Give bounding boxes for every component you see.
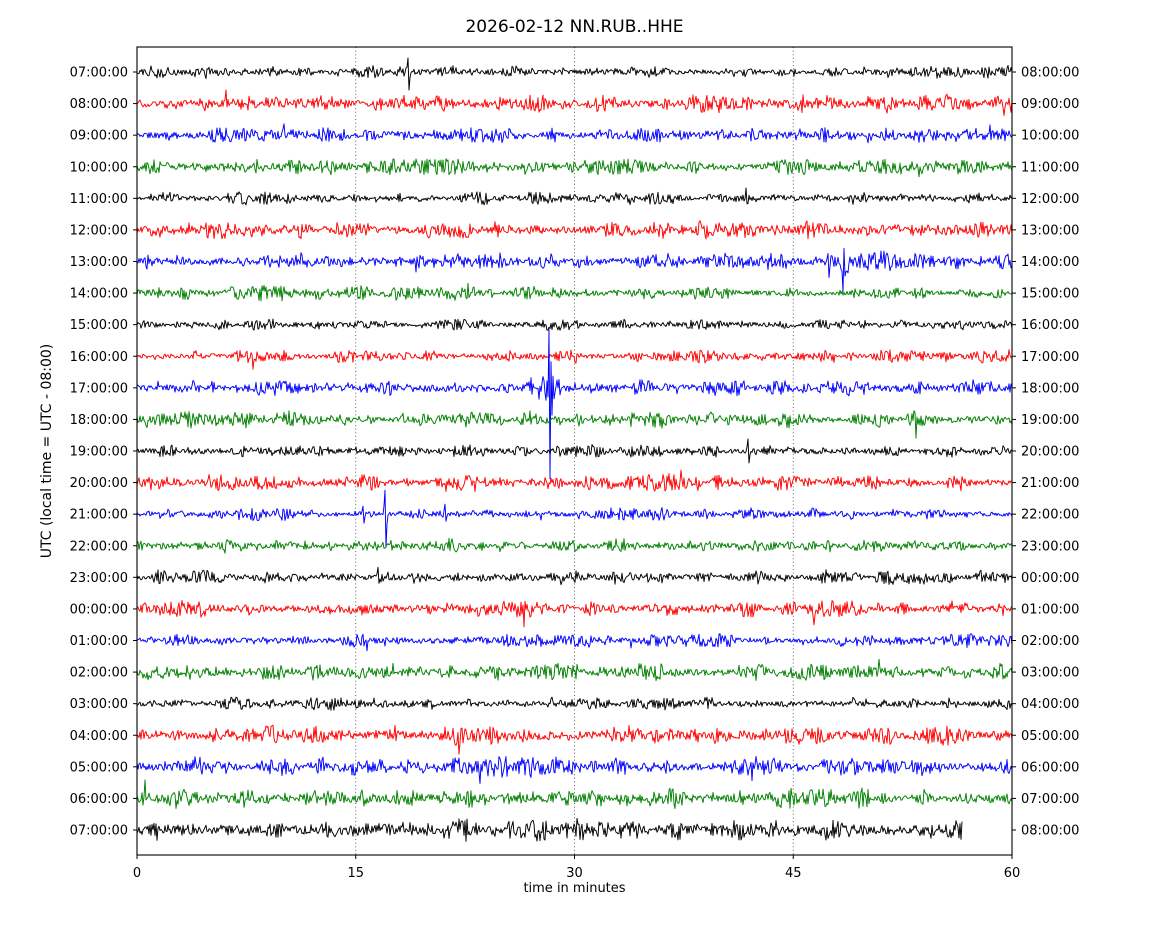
y-tick-label-utc-19: 02:00:00: [70, 666, 128, 681]
trace-row-070000: [136, 57, 1013, 91]
trace-row-000000: [136, 600, 1013, 628]
y-tick-label-utc-16: 23:00:00: [70, 571, 128, 586]
y-tick-label-local-12: 20:00:00: [1021, 445, 1079, 460]
y-tick-label-utc-10: 17:00:00: [70, 381, 128, 396]
trace-row-160000: [136, 349, 1013, 370]
trace-row-020000: [136, 658, 1013, 682]
trace-row-010000: [136, 633, 1013, 652]
trace-row-130000: [136, 247, 1013, 292]
x-tick-label-30: 30: [566, 866, 583, 881]
y-tick-label-local-13: 21:00:00: [1021, 476, 1079, 491]
y-tick-label-utc-0: 07:00:00: [70, 66, 128, 81]
y-tick-label-local-14: 22:00:00: [1021, 508, 1079, 523]
y-tick-label-utc-18: 01:00:00: [70, 634, 128, 649]
y-tick-label-local-9: 17:00:00: [1021, 350, 1079, 365]
y-tick-label-local-10: 18:00:00: [1021, 381, 1079, 396]
y-tick-label-local-20: 04:00:00: [1021, 697, 1079, 712]
y-tick-label-local-1: 09:00:00: [1021, 97, 1079, 112]
trace-row-230000: [136, 566, 1013, 586]
y-tick-label-local-18: 02:00:00: [1021, 634, 1079, 649]
y-tick-label-utc-4: 11:00:00: [70, 192, 128, 207]
trace-row-220000: [136, 537, 1013, 554]
y-tick-label-local-19: 03:00:00: [1021, 666, 1079, 681]
y-tick-label-local-24: 08:00:00: [1021, 824, 1079, 839]
y-tick-label-utc-15: 22:00:00: [70, 539, 128, 554]
y-tick-label-utc-11: 18:00:00: [70, 413, 128, 428]
y-tick-label-local-3: 11:00:00: [1021, 160, 1079, 175]
y-tick-label-local-11: 19:00:00: [1021, 413, 1079, 428]
y-tick-label-utc-21: 04:00:00: [70, 729, 128, 744]
y-tick-label-utc-22: 05:00:00: [70, 760, 128, 775]
y-tick-label-utc-24: 07:00:00: [70, 824, 128, 839]
y-tick-label-local-17: 01:00:00: [1021, 602, 1079, 617]
trace-row-080000: [136, 89, 1013, 116]
trace-row-140000: [136, 282, 1013, 302]
y-tick-label-utc-13: 20:00:00: [70, 476, 128, 491]
y-tick-label-local-16: 00:00:00: [1021, 571, 1079, 586]
trace-row-150000: [136, 318, 1013, 331]
x-tick-label-0: 0: [133, 866, 141, 881]
trace-row-090000: [136, 123, 1013, 144]
y-tick-label-utc-20: 03:00:00: [70, 697, 128, 712]
y-tick-label-utc-5: 12:00:00: [70, 223, 128, 238]
x-tick-label-60: 60: [1004, 866, 1021, 881]
x-tick-label-45: 45: [785, 866, 802, 881]
y-tick-label-utc-1: 08:00:00: [70, 97, 128, 112]
trace-row-170000: [136, 329, 1013, 480]
y-tick-label-utc-12: 19:00:00: [70, 445, 128, 460]
y-tick-label-utc-7: 14:00:00: [70, 287, 128, 302]
y-tick-label-local-2: 10:00:00: [1021, 129, 1079, 144]
y-tick-label-local-8: 16:00:00: [1021, 318, 1079, 333]
y-tick-label-local-23: 07:00:00: [1021, 792, 1079, 807]
y-tick-label-local-4: 12:00:00: [1021, 192, 1079, 207]
y-tick-label-utc-3: 10:00:00: [70, 160, 128, 175]
trace-row-180000: [136, 410, 1013, 439]
y-tick-label-local-7: 15:00:00: [1021, 287, 1079, 302]
trace-row-210000: [136, 489, 1013, 548]
y-tick-label-utc-2: 09:00:00: [70, 129, 128, 144]
chart-title: 2026-02-12 NN.RUB..HHE: [465, 17, 684, 37]
trace-row-050000: [136, 756, 1013, 784]
y-tick-label-local-15: 23:00:00: [1021, 539, 1079, 554]
y-tick-label-local-6: 14:00:00: [1021, 255, 1079, 270]
trace-row-190000: [136, 438, 1013, 464]
x-tick-label-15: 15: [347, 866, 364, 881]
trace-row-030000: [136, 696, 1013, 711]
trace-row-040000: [136, 724, 1013, 755]
trace-row-120000: [136, 220, 1013, 240]
trace-row-060000: [136, 779, 1013, 809]
y-tick-label-local-22: 06:00:00: [1021, 760, 1079, 775]
trace-row-070000: [136, 817, 963, 842]
y-tick-label-utc-6: 13:00:00: [70, 255, 128, 270]
x-axis-label: time in minutes: [523, 881, 626, 896]
y-tick-label-utc-9: 16:00:00: [70, 350, 128, 365]
trace-row-100000: [136, 158, 1013, 178]
y-tick-label-local-5: 13:00:00: [1021, 223, 1079, 238]
y-tick-label-local-0: 08:00:00: [1021, 66, 1079, 81]
y-tick-label-utc-17: 00:00:00: [70, 602, 128, 617]
y-tick-label-utc-8: 15:00:00: [70, 318, 128, 333]
y-tick-label-utc-23: 06:00:00: [70, 792, 128, 807]
trace-row-200000: [136, 469, 1012, 493]
y-tick-label-local-21: 05:00:00: [1021, 729, 1079, 744]
trace-row-110000: [136, 187, 1013, 206]
y-tick-label-utc-14: 21:00:00: [70, 508, 128, 523]
